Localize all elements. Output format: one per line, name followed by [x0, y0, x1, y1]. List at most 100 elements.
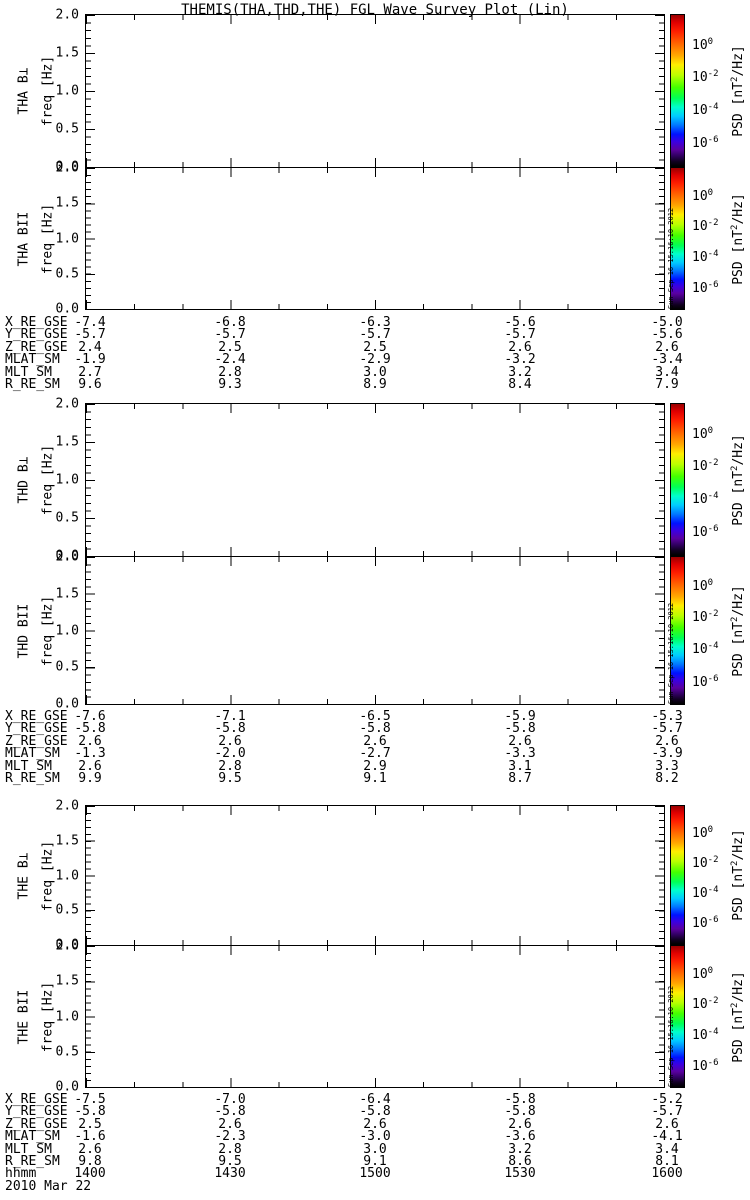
ephemeris-row-label: MLAT_SM	[5, 746, 60, 762]
y-tick-label: 0.5	[55, 902, 79, 918]
colorbar-tick: 10-6	[692, 134, 719, 152]
freq-axis-label: freq [Hz]	[40, 840, 56, 911]
ephemeris-row-label: R_RE_SM	[5, 1153, 60, 1169]
ephemeris-value: -1.6	[74, 1129, 106, 1145]
ephemeris-value: -1.3	[74, 746, 106, 762]
time-axis-label: hhmm	[5, 1166, 37, 1182]
colorbar-tick: 10-4	[692, 101, 719, 119]
colorbar-tick: 10-2	[692, 68, 719, 86]
y-tick-label: 2.0	[55, 798, 79, 814]
ephemeris-row-label: MLT_SM	[5, 758, 52, 774]
panel-label-the-bpar: THE BII	[16, 989, 32, 1044]
y-tick-label: 0.5	[55, 659, 79, 675]
ephemeris-value: -7.4	[74, 315, 106, 330]
ephemeris-value: -5.8	[74, 1104, 106, 1120]
ephemeris-table-tha: X_RE_GSE -7.4 -6.8 -6.3 -5.6 -5.0 Y_RE_G…	[0, 315, 750, 392]
colorbar-tick: 10-6	[692, 1057, 719, 1074]
colorbar-tick: 10-4	[692, 248, 719, 265]
ephemeris-value: -5.0	[651, 315, 683, 330]
y-tick-label: 0.0	[55, 937, 79, 953]
y-tick-label: 1.0	[55, 83, 79, 99]
colorbar-gradient	[670, 403, 685, 556]
ephemeris-value: 2.4	[78, 339, 102, 355]
psd-axis-label: PSD [nT2/Hz]	[729, 44, 747, 137]
ephemeris-row-label: R_RE_SM	[5, 770, 60, 786]
ephemeris-value: 7.9	[655, 376, 679, 392]
ephemeris-value: 2.6	[508, 1116, 532, 1132]
panel-label-the-bperp: THE B⊥	[16, 852, 32, 899]
colorbar-tick: 100	[692, 578, 714, 595]
colorbar-tick: 10-6	[692, 523, 719, 541]
ephemeris-value: -5.7	[651, 721, 683, 737]
ephemeris-value: 8.6	[508, 1153, 532, 1169]
y-tick-label: 1.5	[55, 833, 79, 849]
ephemeris-value: 9.5	[218, 1153, 242, 1169]
freq-axis-label: freq [Hz]	[40, 55, 56, 127]
spectrogram-panel-thd-bpar: THD BII freq [Hz] 2.0 1.5 1.0 0.5 0.0	[17, 550, 664, 712]
panel-label-thd-bperp: THD B⊥	[16, 456, 32, 504]
ephemeris-row-label: X_RE_GSE	[5, 709, 68, 724]
plot-timestamp: Sun Sep 16 15:16:10 2012	[667, 207, 675, 309]
ephemeris-value: 8.4	[508, 376, 532, 392]
ephemeris-value: -5.2	[651, 1092, 683, 1107]
ephemeris-row-label: R_RE_SM	[5, 376, 60, 392]
ephemeris-value: -5.7	[359, 327, 391, 343]
ephemeris-value: -5.8	[504, 1092, 536, 1107]
ephemeris-value: 3.0	[363, 364, 387, 380]
y-tick-label: 1.5	[55, 434, 79, 450]
ephemeris-value: -7.1	[214, 709, 246, 724]
ephemeris-value: -2.4	[214, 352, 246, 368]
ephemeris-value: 3.4	[655, 364, 679, 380]
y-tick-label: 0.5	[55, 121, 79, 137]
ephemeris-row: Y_RE_GSE -5.7 -5.7 -5.7 -5.7 -5.6	[0, 327, 750, 343]
ephemeris-row: Z_RE_GSE 2.6 2.6 2.6 2.6 2.6	[0, 733, 750, 749]
ephemeris-value: 9.9	[78, 770, 102, 786]
ephemeris-row-label: Z_RE_GSE	[5, 339, 68, 355]
ephemeris-row-label: Y_RE_GSE	[5, 1104, 68, 1120]
panel-label-tha-bperp: THA B⊥	[16, 67, 32, 115]
ephemeris-value: -5.8	[359, 721, 391, 737]
ephemeris-row: MLAT_SM -1.6 -2.3 -3.0 -3.6 -4.1	[0, 1129, 750, 1145]
ephemeris-value: 2.6	[218, 733, 242, 749]
panel-label-thd-bpar: THD BII	[16, 603, 32, 658]
ephemeris-value: -5.9	[504, 709, 536, 724]
ephemeris-value: 9.1	[363, 770, 387, 786]
psd-axis-label: PSD [nT2/Hz]	[729, 584, 747, 677]
ephemeris-value: -6.3	[359, 315, 391, 330]
colorbar-tick: 100	[692, 425, 714, 443]
ephemeris-value: -5.8	[504, 1104, 536, 1120]
ephemeris-value: -4.1	[651, 1129, 683, 1145]
ephemeris-row-label: Z_RE_GSE	[5, 1116, 68, 1132]
ephemeris-value: 2.6	[78, 758, 102, 774]
ephemeris-row-label: Z_RE_GSE	[5, 733, 68, 749]
ephemeris-table-the: X_RE_GSE -7.5 -7.0 -6.4 -5.8 -5.2 Y_RE_G…	[0, 1092, 750, 1193]
ephemeris-row: R_RE_SM 9.6 9.3 8.9 8.4 7.9	[0, 376, 750, 392]
colorbar-tick: 10-6	[692, 673, 719, 690]
ephemeris-value: -5.7	[504, 327, 536, 343]
time-tick-label: 1500	[359, 1166, 391, 1182]
y-tick-label: 2.0	[55, 396, 79, 412]
y-tick-label: 1.5	[55, 195, 79, 211]
ephemeris-value: -3.6	[504, 1129, 536, 1145]
ephemeris-value: -5.8	[74, 721, 106, 737]
ephemeris-value: -7.6	[74, 709, 106, 724]
colorbar-tick: 10-2	[692, 217, 719, 235]
colorbar-tha-bperp: 100 10-2 10-4 10-6 PSD [nT2/Hz]	[670, 14, 746, 167]
ephemeris-row: R_RE_SM 9.8 9.5 9.1 8.6 8.1	[0, 1153, 750, 1169]
ephemeris-value: 2.6	[78, 733, 102, 749]
ephemeris-value: -5.8	[359, 1104, 391, 1120]
time-tick-label: 1600	[651, 1166, 683, 1182]
ephemeris-value: -6.8	[214, 315, 246, 330]
ephemeris-value: -1.9	[74, 352, 106, 368]
ephemeris-value: -3.0	[359, 1129, 391, 1145]
colorbar-tick: 10-4	[692, 884, 719, 901]
ephemeris-row: Z_RE_GSE 2.4 2.5 2.5 2.6 2.6	[0, 339, 750, 355]
ephemeris-value: 2.7	[78, 364, 102, 380]
spectrogram-panel-the-bpar: THE BII freq [Hz] 2.0 1.5 1.0 0.5 0.0	[17, 939, 664, 1095]
ephemeris-value: 8.7	[508, 770, 532, 786]
ephemeris-row-label: MLAT_SM	[5, 352, 60, 368]
colorbar-gradient	[670, 556, 685, 705]
ephemeris-value: -3.3	[504, 746, 536, 762]
ephemeris-value: -5.3	[651, 709, 683, 724]
